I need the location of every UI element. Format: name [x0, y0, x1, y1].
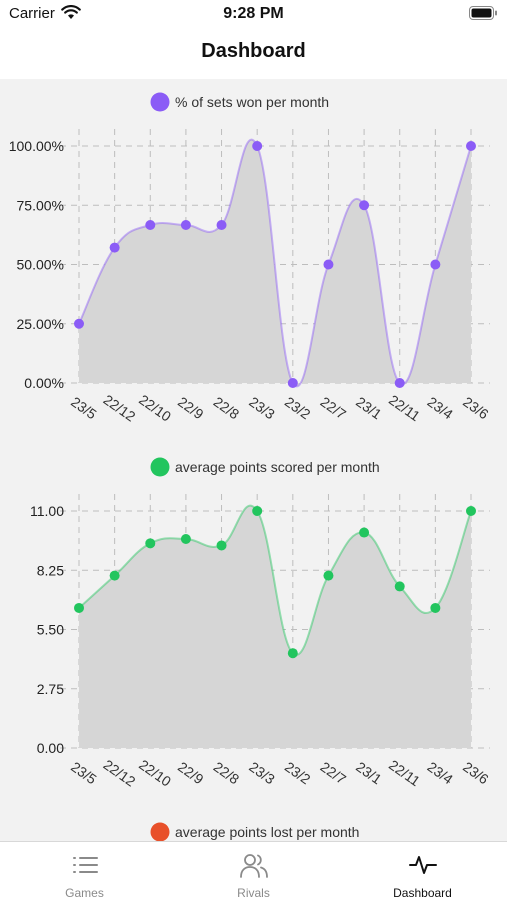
activity-icon [409, 856, 437, 874]
battery-icon [469, 6, 497, 20]
data-point [252, 141, 263, 151]
status-bar: Carrier 9:28 PM [0, 0, 507, 28]
x-tick-label: 22/11 [386, 392, 423, 425]
data-point [466, 506, 476, 516]
tab-games-label: Games [65, 886, 104, 900]
data-point [359, 200, 370, 211]
page-title: Dashboard [201, 40, 306, 62]
x-tick-label: 23/1 [353, 394, 385, 423]
users-icon [240, 854, 268, 878]
data-point [466, 141, 476, 151]
x-tick-label: 23/4 [424, 759, 456, 788]
x-tick-label: 23/3 [246, 394, 278, 423]
x-tick-label: 22/7 [318, 759, 350, 788]
data-point [145, 538, 156, 549]
x-tick-label: 22/9 [175, 759, 207, 788]
x-tick-label: 23/1 [353, 759, 385, 788]
data-point [252, 506, 263, 516]
legend-label: % of sets won per month [175, 94, 329, 110]
y-tick-label: 0.00% [24, 375, 64, 391]
x-tick-label: 23/4 [424, 394, 456, 423]
legend-marker [150, 457, 170, 477]
x-tick-label: 22/9 [175, 394, 207, 423]
tab-bar: Games Rivals Dashboard [0, 841, 507, 901]
y-tick-label: 75.00% [17, 197, 64, 213]
y-tick-label: 25.00% [17, 316, 64, 332]
x-tick-label: 22/12 [101, 391, 139, 424]
x-tick-label: 23/5 [68, 759, 100, 788]
y-tick-label: 50.00% [17, 257, 64, 273]
data-point [216, 540, 227, 551]
list-icon [73, 857, 98, 873]
data-point [145, 219, 156, 230]
x-tick-label: 23/6 [460, 394, 492, 423]
data-point [430, 259, 441, 270]
data-point [74, 602, 84, 613]
x-tick-label: 23/2 [282, 394, 314, 423]
data-point [394, 581, 405, 592]
x-tick-label: 22/8 [211, 394, 243, 423]
x-tick-label: 22/12 [101, 756, 139, 789]
y-tick-label: 100.00% [9, 138, 64, 154]
data-point [359, 527, 370, 538]
points-lost-chart: average points lost per month [150, 822, 359, 841]
points-scored-chart: average points scored per month 0.00 2.75 5… [30, 457, 492, 790]
area-fill [79, 505, 471, 748]
data-point [216, 219, 227, 230]
data-point [323, 570, 334, 581]
data-point [323, 259, 334, 270]
data-point [287, 648, 298, 659]
data-point [394, 378, 405, 388]
status-time: 9:28 PM [223, 5, 284, 22]
data-point [430, 602, 441, 613]
data-point [74, 318, 84, 329]
x-tick-label: 23/2 [282, 759, 314, 788]
data-point [109, 242, 120, 253]
tab-games[interactable]: Games [0, 842, 169, 901]
data-point [109, 570, 120, 581]
x-tick-label: 22/10 [136, 391, 174, 424]
y-tick-label: 11.00 [30, 503, 64, 519]
tab-dashboard-label: Dashboard [393, 886, 452, 900]
carrier-label: Carrier [9, 5, 55, 22]
tab-dashboard[interactable]: Dashboard [338, 842, 507, 901]
y-tick-label: 5.50 [37, 622, 64, 638]
x-tick-label: 23/6 [460, 759, 492, 788]
x-tick-label: 23/3 [246, 759, 278, 788]
legend-marker [150, 92, 170, 112]
x-tick-label: 23/5 [68, 394, 100, 423]
y-tick-label: 8.25 [37, 562, 64, 578]
legend-label: average points scored per month [175, 459, 380, 475]
x-tick-label: 22/11 [386, 757, 423, 790]
data-point [287, 378, 298, 388]
dashboard-scroll-area[interactable]: % of sets won per month 0.00% 25.00% 50.00%… [0, 79, 507, 841]
tab-rivals[interactable]: Rivals [169, 842, 338, 901]
wifi-icon [61, 5, 81, 19]
x-tick-label: 22/10 [136, 756, 174, 789]
legend-marker [150, 822, 170, 841]
data-point [180, 534, 191, 545]
tab-rivals-label: Rivals [237, 886, 270, 900]
y-tick-label: 2.75 [37, 681, 64, 697]
data-point [180, 219, 191, 230]
sets-won-chart: % of sets won per month 0.00% 25.00% 50.00%… [9, 92, 492, 425]
legend-label: average points lost per month [175, 824, 359, 840]
x-tick-label: 22/8 [211, 759, 243, 788]
x-tick-label: 22/7 [318, 394, 350, 423]
y-tick-label: 0.00 [37, 740, 64, 756]
area-fill [79, 139, 471, 387]
